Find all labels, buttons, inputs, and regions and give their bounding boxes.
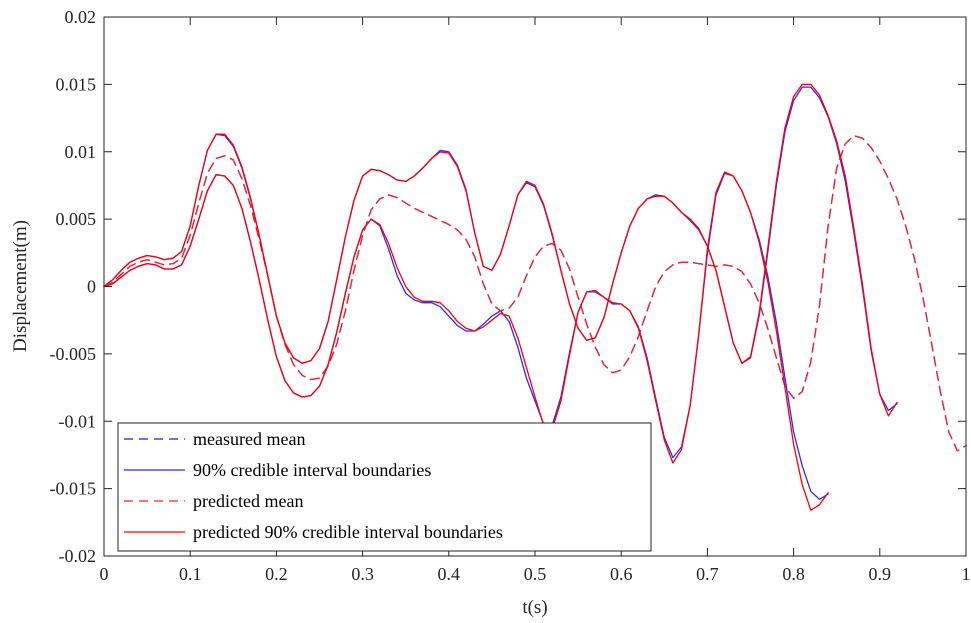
- y-axis-label: Displacement(m): [10, 220, 31, 352]
- x-tick-label: 0.3: [351, 564, 374, 584]
- series-line-5: [103, 171, 829, 511]
- x-tick-label: 0.1: [179, 564, 202, 584]
- y-tick-label: 0.01: [65, 142, 97, 162]
- x-tick-label: 0.9: [869, 564, 892, 584]
- x-axis-label: t(s): [522, 597, 547, 618]
- y-tick-label: -0.015: [50, 479, 97, 499]
- x-tick-label: 0.6: [610, 564, 633, 584]
- tick-layer: 0 0.1 0.2 0.3 0.4 0.5 0.6 0.7 0.8 0.9 1 -0.02 -0.015…: [50, 7, 971, 584]
- y-tick-label: 0: [87, 277, 96, 297]
- y-tick-label: -0.02: [59, 546, 97, 566]
- legend-box: [117, 422, 652, 552]
- legend-label: 90% credible interval boundaries: [193, 460, 431, 480]
- x-tick-label: 0.7: [696, 564, 719, 584]
- legend: measured mean 90% credible interval bound…: [117, 422, 652, 552]
- y-tick-label: -0.01: [59, 411, 97, 431]
- x-tick-label: 0.5: [524, 564, 547, 584]
- y-tick-label: 0.005: [56, 209, 97, 229]
- x-tick-label: 0.2: [265, 564, 288, 584]
- x-tick-label: 1: [962, 564, 971, 584]
- series-layer: [103, 83, 967, 511]
- y-tick-label: 0.02: [65, 7, 97, 27]
- legend-label: predicted mean: [193, 491, 303, 511]
- y-tick-label: -0.005: [50, 344, 97, 364]
- y-tick-label: 0.015: [56, 74, 97, 94]
- legend-label: measured mean: [193, 429, 305, 449]
- legend-label: predicted 90% credible interval boundari…: [193, 522, 503, 542]
- x-tick-label: 0.8: [782, 564, 805, 584]
- x-tick-label: 0: [100, 564, 109, 584]
- x-tick-label: 0.4: [438, 564, 461, 584]
